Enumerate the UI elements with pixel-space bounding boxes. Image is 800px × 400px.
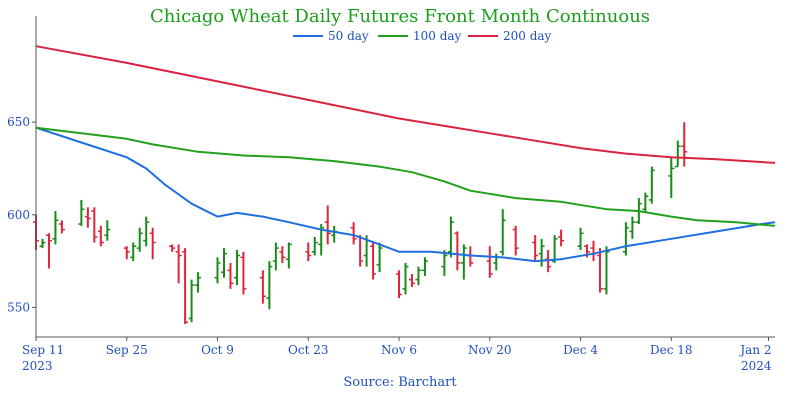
- ohlc-bar: [577, 227, 584, 250]
- axes: 550 600 650 Sep 11 2023 Sep 25 Oct 9 Oct 23 Nov …: [7, 16, 775, 373]
- x-tick-label: Sep 25: [106, 343, 148, 357]
- ohlc-bar: [279, 246, 286, 263]
- ohlc-bar: [350, 222, 357, 245]
- ohlc-bar: [376, 242, 383, 273]
- ohlc-bar: [447, 216, 454, 258]
- x-tick-label: Sep 11: [22, 343, 64, 357]
- ohlc-bar: [532, 235, 539, 262]
- ohlc-bar: [357, 235, 364, 267]
- x-tick-label: Nov 6: [381, 343, 417, 357]
- ohlc-bar: [668, 157, 675, 199]
- ohlc-bar: [305, 242, 312, 262]
- ohlc-bar: [195, 272, 202, 293]
- ohlc-bar: [629, 216, 636, 239]
- ohlc-bar: [454, 231, 461, 271]
- ohlc-bar: [642, 192, 649, 213]
- ohlc-bar: [78, 199, 85, 226]
- ohlc-bar: [259, 270, 266, 304]
- ohlc-bar: [402, 262, 409, 295]
- legend-label-100-day: 100 day: [413, 29, 462, 43]
- ohlc-bar: [538, 238, 545, 267]
- ohlc-bar: [681, 122, 688, 167]
- legend: 50 day 100 day 200 day: [293, 29, 552, 43]
- ohlc-bar: [45, 233, 52, 269]
- x-tick-label: Dec 18: [650, 343, 693, 357]
- ohlc-bar: [266, 261, 273, 310]
- ohlc-bar: [512, 225, 519, 256]
- x-tick-year-label: 2024: [741, 359, 772, 373]
- ohlc-bar: [551, 235, 558, 263]
- ohlc-bar: [97, 225, 104, 247]
- ohlc-bar: [285, 242, 292, 269]
- ohlc-bar: [84, 207, 91, 228]
- ohlc-bar: [58, 220, 65, 234]
- ohlc-bar: [396, 270, 403, 299]
- x-tick-label: Oct 23: [288, 343, 328, 357]
- ohlc-bar: [311, 236, 318, 256]
- ohlc-bar: [603, 246, 610, 295]
- ohlc-bar: [182, 248, 189, 325]
- ohlc-bar: [324, 205, 331, 245]
- ma-200-day-line: [35, 45, 776, 164]
- ohlc-bar: [421, 257, 428, 276]
- ohlc-bar: [188, 279, 195, 323]
- ohlc-bar: [674, 140, 681, 168]
- ohlc-bar: [331, 225, 338, 243]
- ohlc-bar: [220, 248, 227, 278]
- x-tick-label: Nov 20: [468, 343, 512, 357]
- ohlc-bar: [240, 251, 247, 295]
- plot-area: [33, 45, 776, 325]
- ohlc-bar: [370, 242, 377, 280]
- ohlc-bar: [175, 244, 182, 284]
- x-tick-year-label: 2023: [22, 359, 53, 373]
- ohlc-bar: [227, 262, 234, 289]
- ohlc-bar: [590, 240, 597, 262]
- ohlc-bar: [169, 244, 176, 252]
- ohlc-bar: [558, 229, 565, 247]
- ohlc-bar: [596, 248, 603, 293]
- ohlc-bar: [136, 227, 143, 252]
- x-tick-label: Dec 4: [563, 343, 598, 357]
- ohlc-bar: [648, 166, 655, 204]
- ohlc-bar: [499, 209, 506, 256]
- ohlc-bar: [52, 211, 59, 245]
- ohlc-bar: [149, 227, 156, 260]
- ohlc-bar: [143, 216, 150, 247]
- ohlc-bar: [441, 249, 448, 276]
- source-label: Source: Barchart: [343, 375, 457, 390]
- ohlc-bar: [39, 238, 46, 249]
- ohlc-bar: [130, 242, 137, 262]
- ma-50-day-line: [35, 126, 776, 263]
- ohlc-bar: [214, 257, 221, 284]
- ohlc-bar: [622, 222, 629, 256]
- ohlc-bar: [91, 207, 98, 243]
- ma-100-day-line: [35, 126, 776, 227]
- ohlc-bar: [415, 266, 422, 286]
- y-tick-label: 550: [7, 300, 30, 314]
- ohlc-bar: [272, 242, 279, 271]
- y-tick-label: 600: [7, 208, 30, 222]
- chart-title: Chicago Wheat Daily Futures Front Month …: [150, 6, 650, 27]
- y-tick-label: 650: [7, 115, 30, 129]
- ohlc-bar: [233, 249, 240, 286]
- x-tick-label: Jan 2: [738, 343, 771, 357]
- ohlc-bar: [408, 274, 415, 287]
- ohlc-bar: [486, 246, 493, 278]
- ohlc-bar: [123, 246, 130, 260]
- x-tick-label: Oct 9: [201, 343, 234, 357]
- ohlc-bar: [104, 220, 111, 241]
- ohlc-bar: [460, 244, 467, 280]
- legend-label-200-day: 200 day: [503, 29, 552, 43]
- legend-label-50-day: 50 day: [328, 29, 369, 43]
